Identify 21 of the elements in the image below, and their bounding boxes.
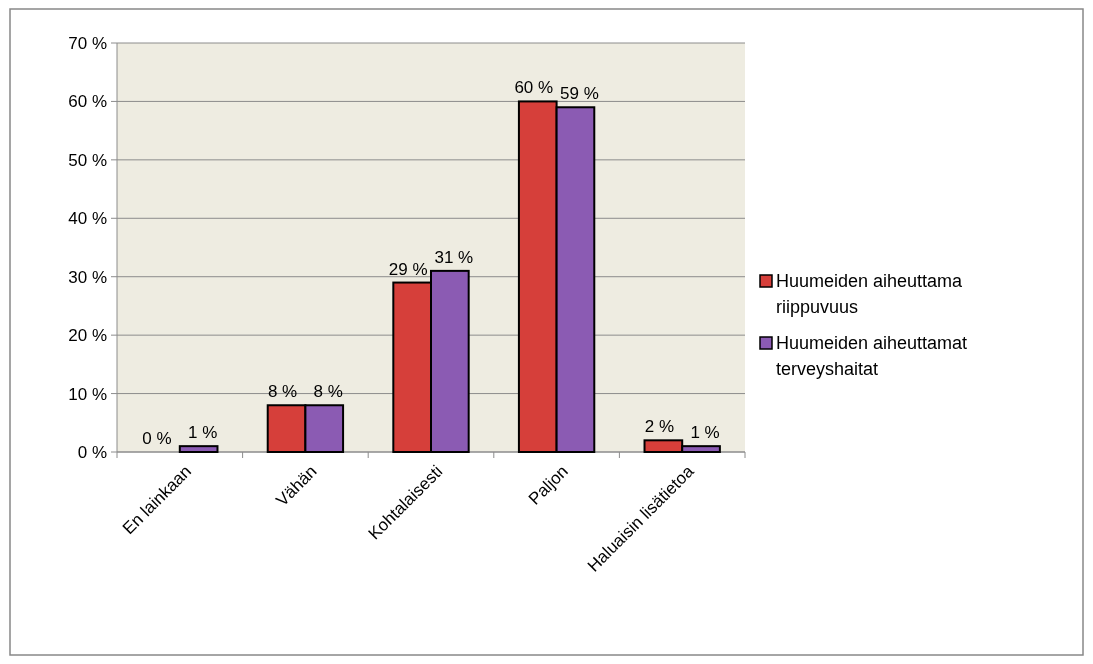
data-label: 31 % <box>434 247 474 267</box>
y-tick-label: 50 % <box>68 150 107 170</box>
y-tick-label: 20 % <box>68 326 107 346</box>
y-tick-label: 10 % <box>68 384 107 404</box>
data-label: 8 % <box>267 382 298 402</box>
data-label: 1 % <box>690 423 720 443</box>
y-tick-label: 60 % <box>68 92 107 112</box>
data-label: 0 % <box>142 429 172 448</box>
data-label: 60 % <box>514 78 554 98</box>
y-tick-label: 40 % <box>68 209 107 229</box>
legend-label: Huumeiden aiheuttama riippuvuus <box>776 271 964 317</box>
y-tick-label: 0 % <box>77 442 107 462</box>
bar <box>178 445 219 453</box>
y-tick-label: 30 % <box>68 267 107 287</box>
data-label: 59 % <box>560 84 599 104</box>
y-tick-label: 70 % <box>68 33 107 53</box>
data-label: 1 % <box>187 423 218 443</box>
data-label: 29 % <box>388 259 428 279</box>
legend-label: Huumeiden aiheuttamat terveyshaitat <box>776 333 968 379</box>
data-label: 2 % <box>644 417 675 437</box>
data-label: 8 % <box>313 382 343 402</box>
